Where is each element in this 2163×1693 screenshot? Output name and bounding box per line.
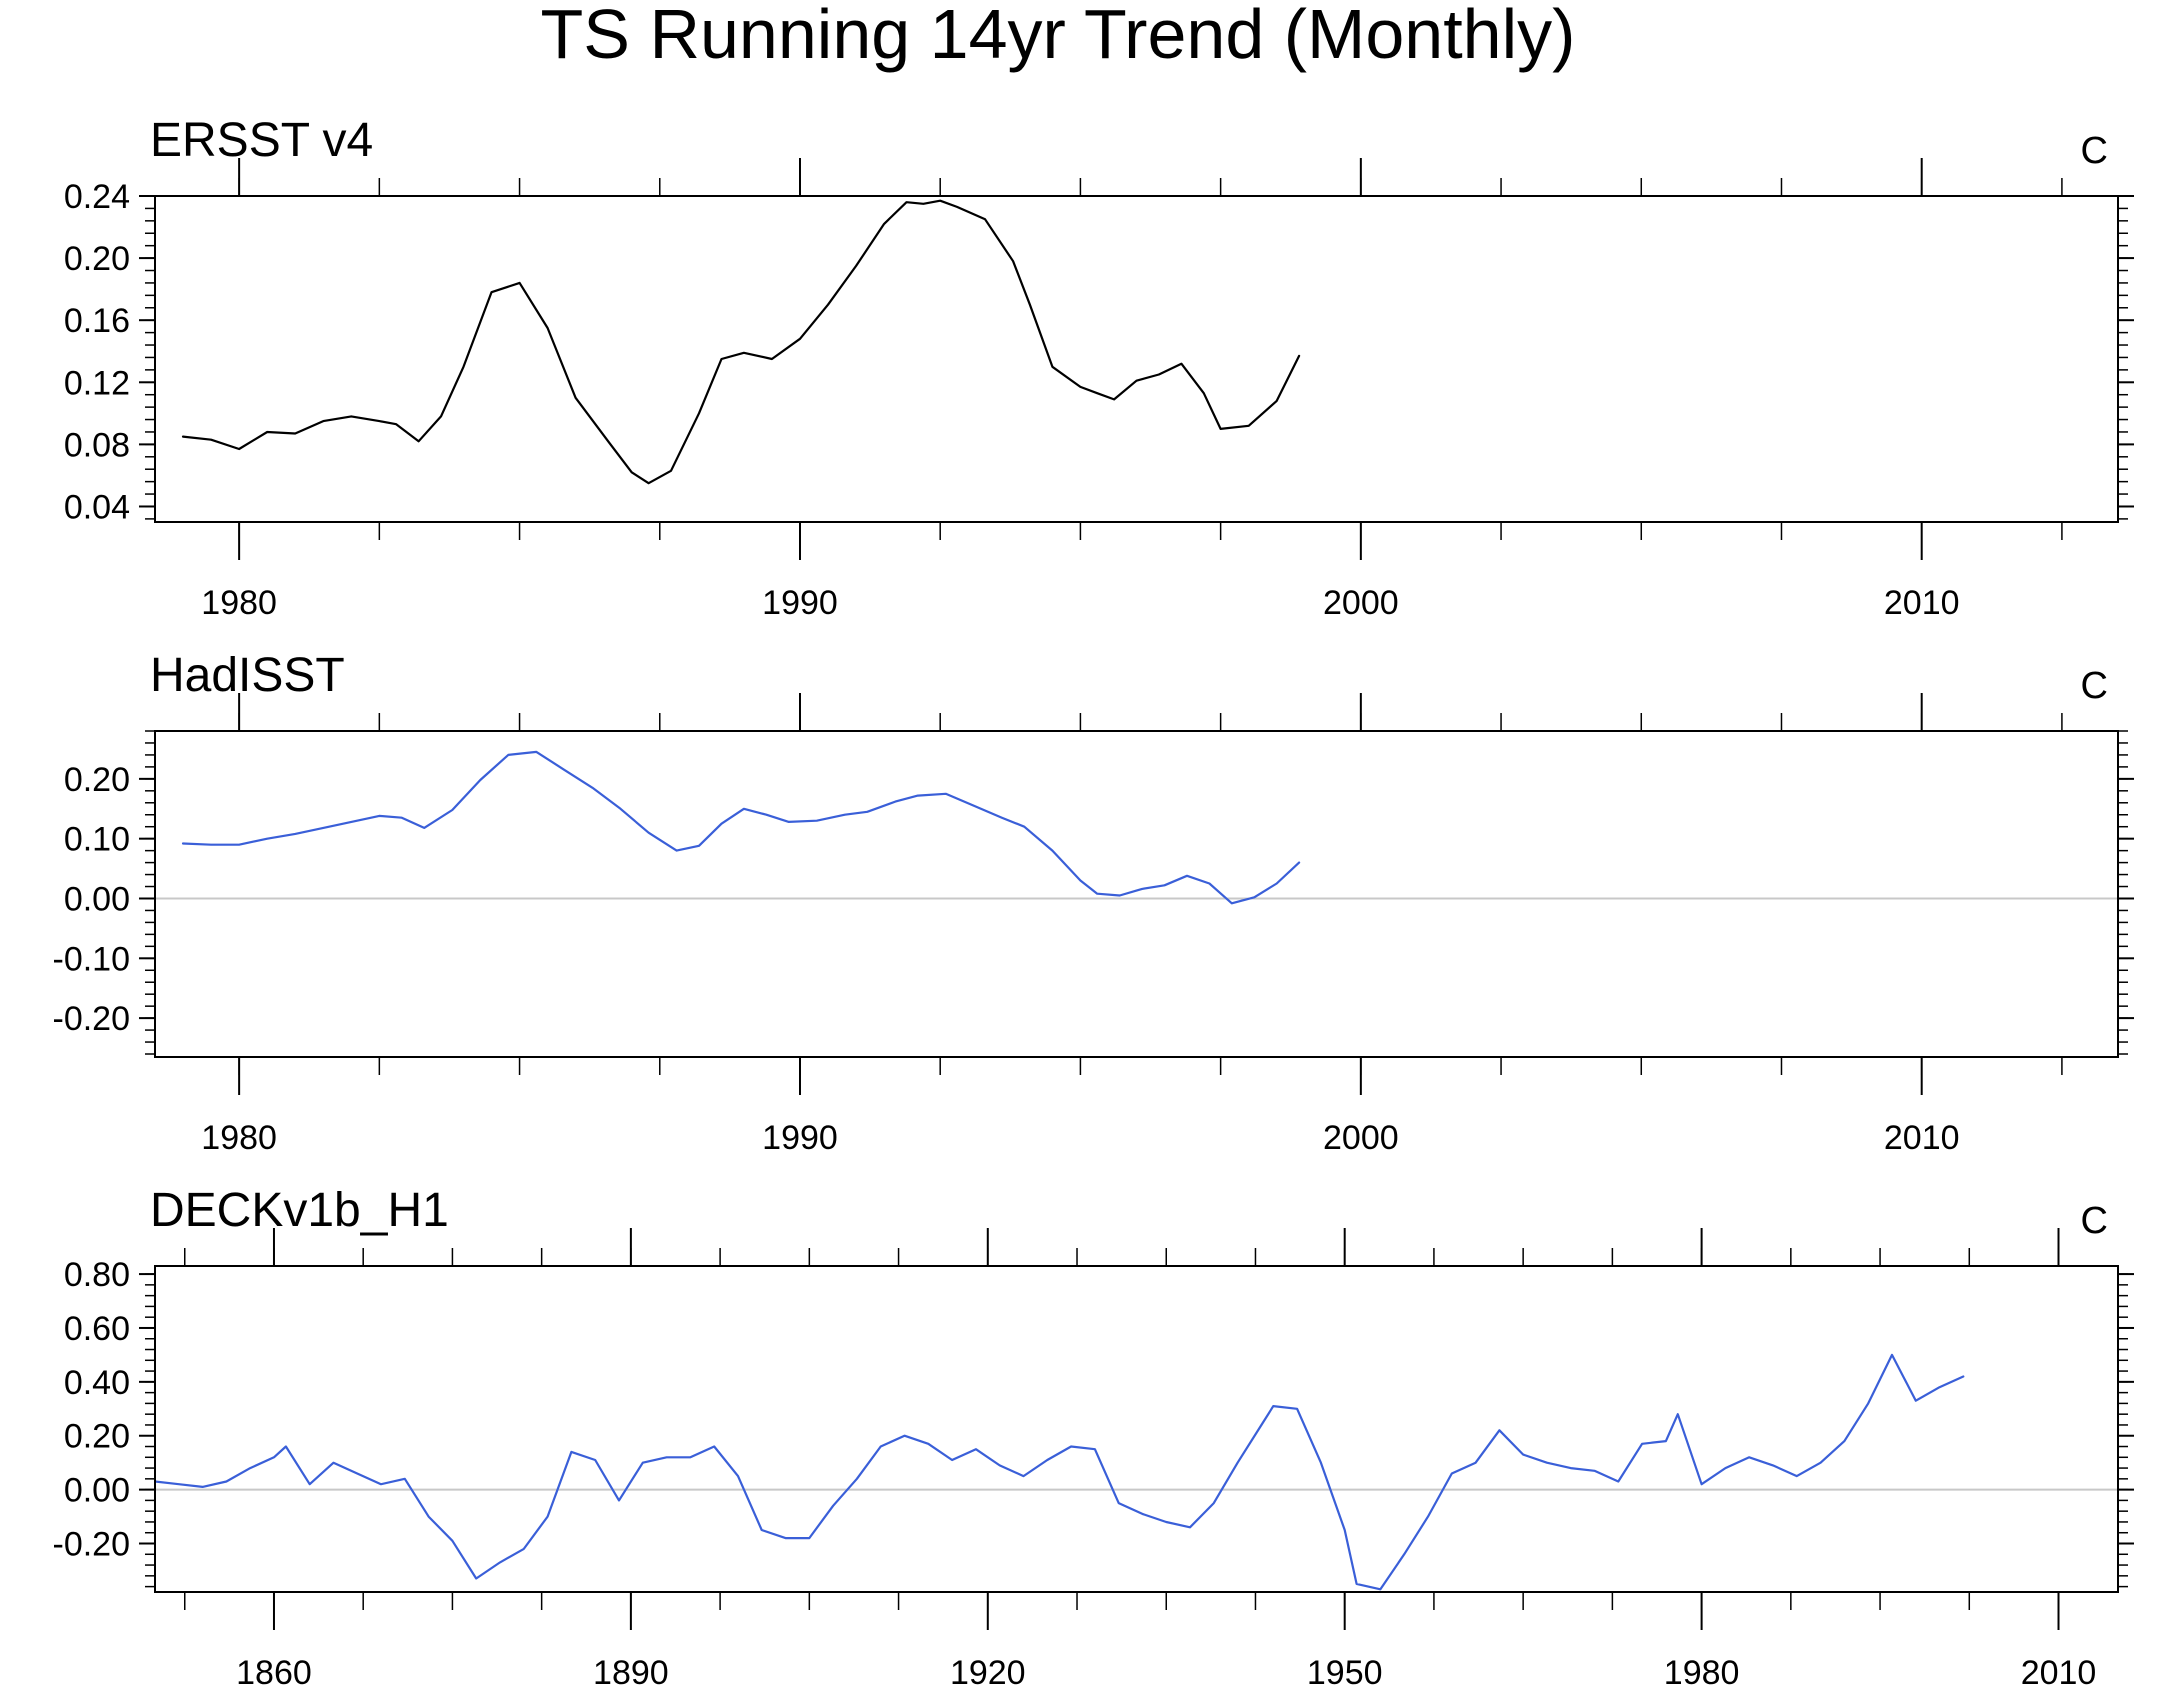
series-line-1 [181,199,1301,485]
x-tick-label: 1990 [762,1119,838,1157]
panel-title: ERSST v4 [150,114,373,167]
y-tick-label: 0.04 [64,488,130,526]
y-tick-label: 0.00 [64,1472,130,1510]
y-tick-label: 0.24 [64,178,130,216]
x-tick-label: 1980 [1664,1654,1740,1692]
plot-frame [154,730,2119,1058]
x-tick-label: 2000 [1323,1119,1399,1157]
plot-frame [154,195,2119,523]
panels: ERSST v4 C 0.04 0.08 0.12 0.16 0.20 0.24 1980 199… [53,114,2134,1692]
y-tick-label: -0.20 [53,1000,131,1038]
y-tick-label: -0.10 [53,940,131,978]
x-tick-label: 1980 [201,584,277,622]
figure-title: TS Running 14yr Trend (Monthly) [541,0,1576,73]
panel-units: C [2081,1200,2108,1242]
panel-units: C [2081,130,2108,172]
y-tick-label: 0.08 [64,426,130,464]
panel-title: DECKv1b_H1 [150,1184,449,1237]
x-tick-label: 1990 [762,584,838,622]
y-tick-label: 0.20 [64,761,130,799]
y-tick-label: 0.80 [64,1256,130,1294]
chart-panel-2: HadISST C -0.20 -0.10 0.00 0.10 0.20 1980 1990 20… [53,649,2134,1157]
x-tick-label: 1920 [950,1654,1026,1692]
panel-title: HadISST [150,649,345,702]
y-tick-label: 0.40 [64,1364,130,1402]
series-line-1 [155,1353,1965,1591]
x-tick-label: 2000 [1323,584,1399,622]
x-tick-label: 2010 [1884,584,1960,622]
x-tick-label: 1980 [201,1119,277,1157]
panel-units: C [2081,665,2108,707]
chart-panel-1: ERSST v4 C 0.04 0.08 0.12 0.16 0.20 0.24 1980 199… [64,114,2134,622]
x-tick-label: 2010 [2021,1654,2097,1692]
x-tick-label: 1950 [1307,1654,1383,1692]
y-tick-label: 0.60 [64,1310,130,1348]
x-tick-label: 2010 [1884,1119,1960,1157]
y-tick-label: 0.20 [64,240,130,278]
series-line-1 [181,750,1301,905]
y-tick-label: 0.20 [64,1418,130,1456]
x-tick-label: 1890 [593,1654,669,1692]
y-tick-label: -0.20 [53,1526,131,1564]
chart-panel-3: DECKv1b_H1 C -0.20 0.00 0.20 0.40 0.60 0.80 1860… [53,1184,2134,1692]
y-tick-label: 0.16 [64,302,130,340]
plot-frame [154,1265,2119,1593]
y-tick-label: 0.10 [64,821,130,859]
x-tick-label: 1860 [236,1654,312,1692]
y-tick-label: 0.00 [64,880,130,918]
y-tick-label: 0.12 [64,364,130,402]
